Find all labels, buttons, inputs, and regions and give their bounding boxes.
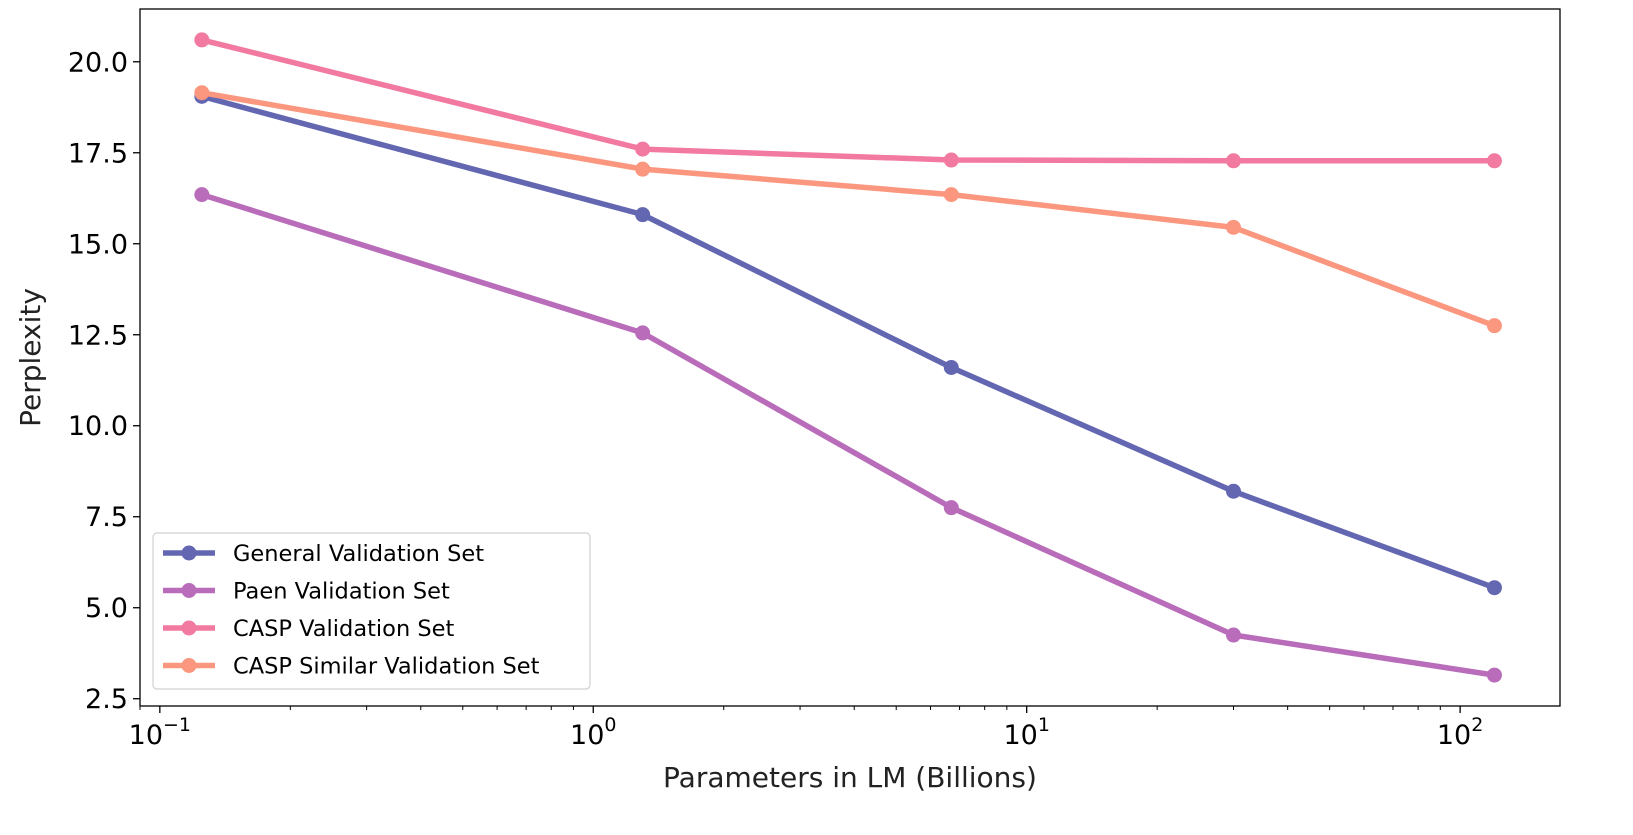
- x-tick-label: 101: [1003, 714, 1049, 751]
- legend-label: Paen Validation Set: [233, 579, 450, 605]
- x-tick-label: 10−1: [129, 714, 191, 751]
- series-line-1: [199, 93, 1498, 591]
- legend-swatch-marker: [181, 545, 197, 561]
- plot-frame: [139, 8, 1561, 707]
- y-tick-label: 10.0: [68, 411, 128, 442]
- series-line-3: [199, 37, 1498, 164]
- data-point: [1486, 667, 1502, 683]
- data-point: [943, 360, 959, 376]
- x-tick-base: 10: [570, 720, 604, 751]
- legend-swatch-marker: [181, 658, 197, 673]
- legend-box: [152, 532, 591, 690]
- y-tick-label: 17.5: [68, 138, 128, 169]
- legend-label: CASP Similar Validation Set: [233, 654, 540, 680]
- data-point: [635, 161, 651, 177]
- legend: General Validation Set Paen Validation Se…: [152, 532, 591, 690]
- x-tick-label: 100: [570, 714, 616, 751]
- data-point: [635, 325, 651, 341]
- data-point: [1486, 153, 1502, 169]
- data-point: [1486, 318, 1502, 334]
- y-tick-label: 15.0: [68, 229, 128, 260]
- data-point: [1225, 219, 1241, 235]
- x-tick-base: 10: [1003, 720, 1037, 751]
- y-tick-label: 20.0: [68, 47, 128, 78]
- data-point: [943, 152, 959, 168]
- legend-swatch-marker: [181, 620, 197, 636]
- data-point: [194, 32, 210, 48]
- legend-label: CASP Validation Set: [233, 616, 454, 642]
- x-tick-exponent: 0: [604, 714, 616, 736]
- x-axis-label: Parameters in LM (Billions): [663, 761, 1037, 794]
- data-point: [1225, 483, 1241, 499]
- legend-label: General Validation Set: [233, 541, 484, 567]
- data-point: [1486, 580, 1502, 596]
- x-tick-exponent: 2: [1471, 714, 1483, 736]
- data-point: [194, 85, 210, 101]
- legend-swatch-marker: [181, 583, 197, 598]
- x-tick-base: 10: [1437, 720, 1471, 751]
- y-axis-label: Perplexity: [14, 288, 47, 427]
- data-point: [194, 187, 210, 203]
- x-tick-exponent: 1: [1038, 714, 1050, 736]
- data-point: [1225, 153, 1241, 169]
- y-tick-label: 5.0: [85, 593, 128, 624]
- data-point: [635, 207, 651, 223]
- data-point: [943, 187, 959, 203]
- y-tick-label: 2.5: [85, 684, 128, 715]
- x-tick-label: 102: [1437, 714, 1483, 751]
- x-tick-base: 10: [129, 720, 163, 751]
- data-point: [943, 500, 959, 516]
- series-layer: [194, 32, 1502, 683]
- data-point: [635, 141, 651, 157]
- ticks-layer: 2.55.07.510.012.515.017.520.010−1 100 101 1…: [68, 47, 1483, 751]
- data-point: [1225, 627, 1241, 643]
- y-tick-label: 7.5: [85, 502, 128, 533]
- x-tick-exponent: −1: [163, 714, 191, 736]
- y-tick-label: 12.5: [68, 320, 128, 351]
- series-line-4: [199, 89, 1498, 329]
